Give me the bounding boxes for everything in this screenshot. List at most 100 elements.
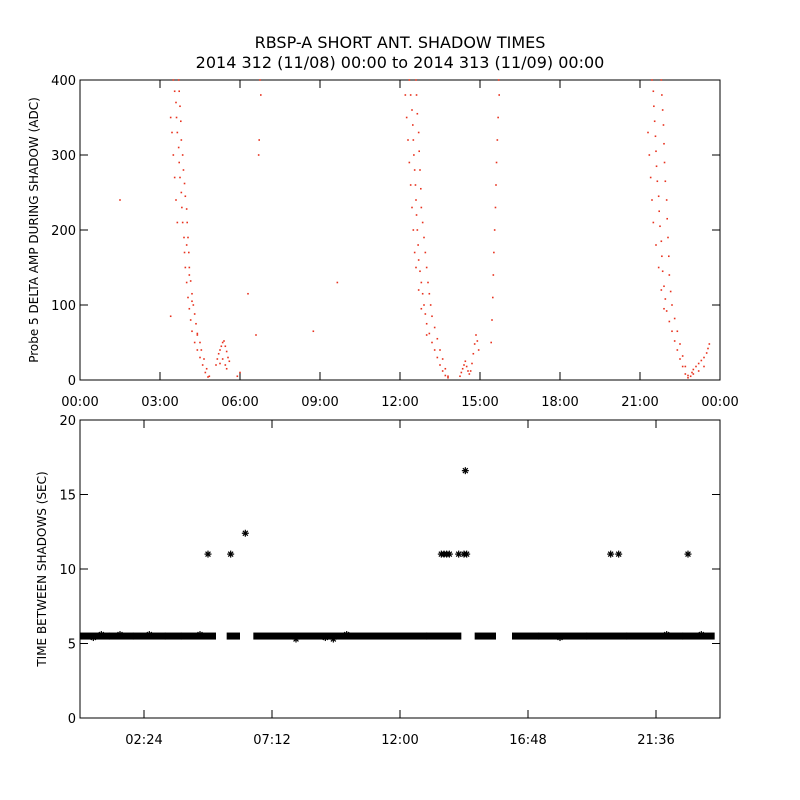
top-data-point [176,131,179,134]
top-data-point [472,352,475,355]
top-data-point [423,236,425,239]
top-x-tick-label: 03:00 [141,395,178,410]
top-data-point [224,345,227,348]
top-data-point [219,349,221,351]
top-data-point [408,79,411,81]
top-data-point [671,304,673,306]
top-data-point [414,184,417,186]
top-data-point [655,244,657,246]
top-data-point [404,94,407,96]
top-data-point [695,365,697,368]
top-panel: 00:00 03:00 06:00 09:00 12:00 15:00 18:00 21:00… [27,74,739,410]
bottom-baseline-points [253,632,462,640]
bottom-data-point [177,632,185,640]
top-data-point [221,358,224,360]
bottom-data-point [204,550,212,558]
top-data-point [427,281,429,284]
top-data-point [475,334,477,336]
bottom-data-point [461,467,469,475]
bottom-data-point [329,635,337,643]
top-data-point [182,169,185,171]
bottom-x-tick-label: 21:36 [637,733,674,748]
bottom-data-point [556,634,564,642]
top-data-point [421,292,424,295]
top-x-tick-label: 21:00 [621,395,658,410]
top-data-point [409,94,412,96]
top-data-point [657,266,660,269]
top-data-point [259,79,261,81]
top-data-point [469,370,472,372]
top-data-point [663,285,665,288]
top-data-point [425,266,428,269]
top-data-point [413,169,416,171]
top-data-point [668,320,671,323]
top-data-point [473,343,476,345]
top-data-point [172,79,175,81]
top-data-point [195,322,197,325]
top-data-point [119,199,121,201]
top-data-point [187,236,189,239]
top-data-point [220,345,223,348]
top-data-point [188,307,191,310]
top-data-point [415,199,417,201]
top-data-point [666,217,668,220]
top-data-point [184,195,187,198]
top-data-point [468,373,471,375]
bottom-data-point [145,631,153,639]
top-data-point [681,355,684,357]
top-data-point [476,340,479,342]
top-data-point [199,356,201,359]
top-data-point [651,199,653,201]
top-data-point [681,365,684,368]
top-data-point [172,154,175,156]
top-x-tick-label: 09:00 [301,395,338,410]
top-data-point [416,112,419,115]
top-data-point [217,352,220,355]
top-data-point [493,229,496,231]
top-x-tick-label: 18:00 [541,395,578,410]
top-data-point [421,221,424,224]
top-data-point [687,376,689,379]
top-data-point [428,292,431,295]
bottom-data-point [684,550,692,558]
top-data-point [179,176,181,179]
top-data-point [657,195,660,198]
top-data-point [424,313,427,315]
top-data-point [225,367,228,370]
top-data-point [415,94,418,96]
top-data-point [697,370,700,372]
top-data-point [467,370,469,372]
bottom-y-axis-label: TIME BETWEEN SHADOWS (SEC) [35,471,49,667]
top-data-point [436,337,439,340]
top-data-point [179,105,181,108]
top-data-point [424,251,427,254]
top-data-point [653,105,655,108]
bottom-data-point [423,632,431,640]
top-data-point [173,176,176,179]
bottom-data-point [343,631,351,639]
top-data-point [196,334,199,336]
top-data-point [692,373,695,375]
bottom-plot-frame [79,419,721,719]
top-data-point [181,154,184,156]
top-data-point [191,330,193,333]
top-data-point [703,365,705,368]
top-data-point [177,79,180,81]
top-data-point [408,161,411,164]
top-data-point [415,79,417,81]
top-data-point [447,375,449,378]
top-data-point [228,360,231,363]
top-data-point [676,330,679,333]
top-data-point [183,251,186,254]
bottom-data-point [583,632,591,640]
top-data-point [257,154,260,156]
top-data-point [199,341,201,344]
bottom-baseline-points [512,632,715,640]
top-data-point [419,270,421,273]
top-data-point [665,199,668,201]
top-data-point [492,274,495,276]
bottom-data-point [129,632,137,640]
top-data-point [423,304,425,306]
top-data-point [436,356,439,359]
